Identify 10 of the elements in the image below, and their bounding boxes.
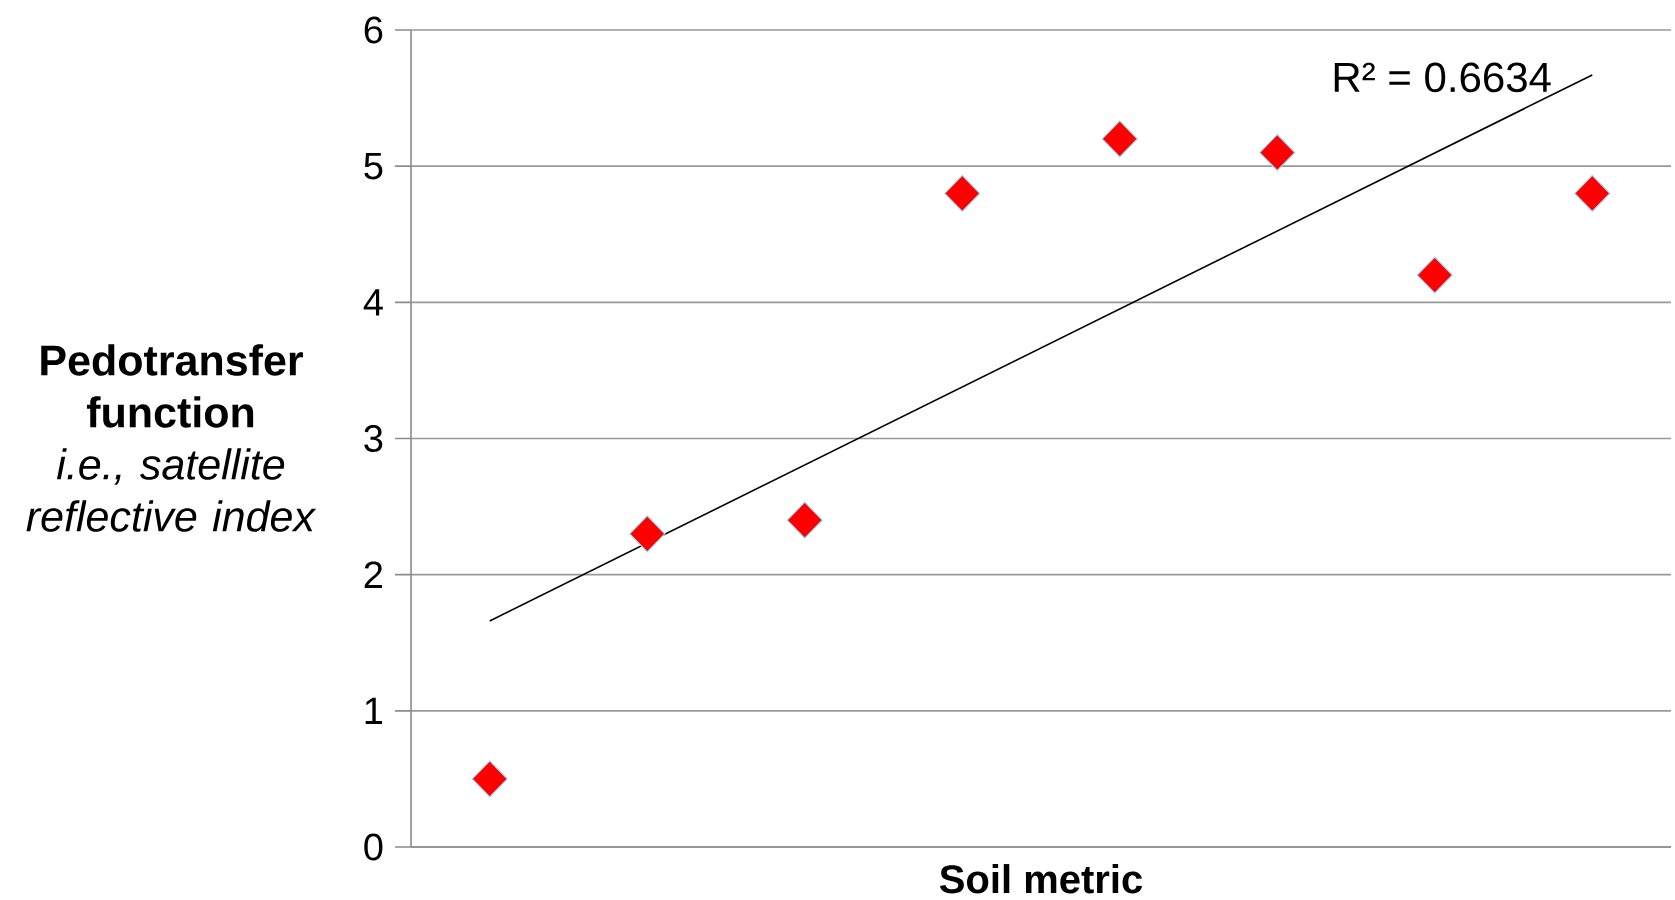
y-tick-label: 0 <box>364 833 383 861</box>
y-axis-title: Pedotransfer function i.e., satellite reflective index <box>26 344 317 532</box>
annotation: R² = 0.6634 <box>1334 62 1551 93</box>
y-tick-label: 2 <box>364 561 383 588</box>
x-axis-title: Soil metric <box>939 864 1143 894</box>
y-tick-label: 5 <box>364 152 383 180</box>
y-tick-label: 3 <box>364 425 383 452</box>
y-tick-label: 6 <box>364 16 383 44</box>
y-tick-label: 4 <box>363 289 383 316</box>
y-tick-label: 1 <box>365 697 383 724</box>
